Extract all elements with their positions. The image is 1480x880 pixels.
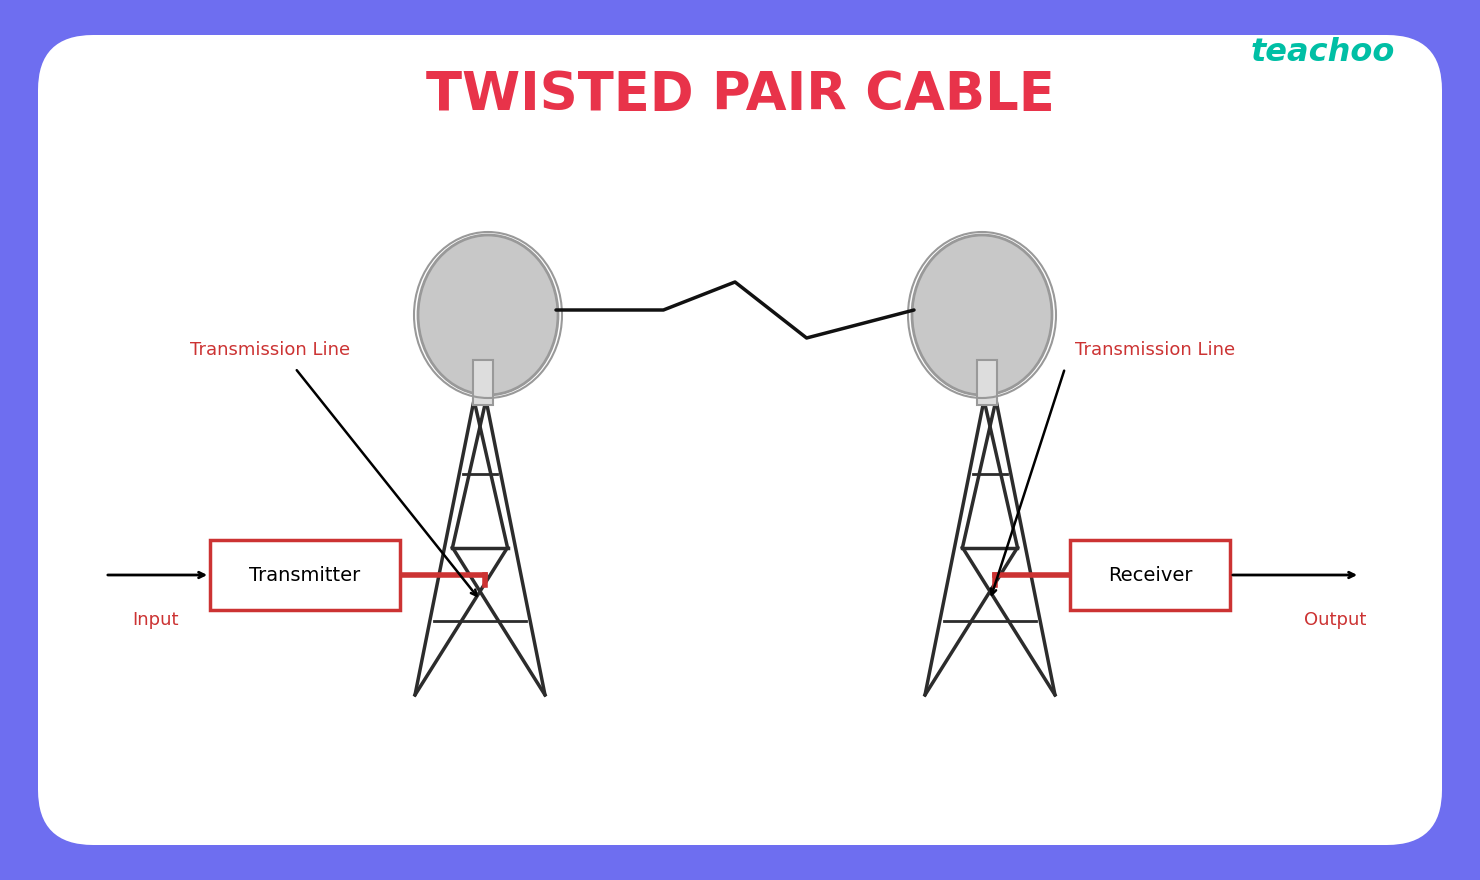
Ellipse shape xyxy=(912,235,1052,395)
Text: Transmitter: Transmitter xyxy=(249,566,361,584)
Text: Transmission Line: Transmission Line xyxy=(189,341,351,359)
Bar xyxy=(1070,540,1230,610)
FancyBboxPatch shape xyxy=(38,35,1442,845)
Text: teachoo: teachoo xyxy=(1251,36,1396,68)
Text: Receiver: Receiver xyxy=(1107,566,1193,584)
Text: Input: Input xyxy=(132,611,178,629)
Bar xyxy=(210,540,400,610)
Bar xyxy=(977,360,998,405)
Text: Output: Output xyxy=(1304,611,1366,629)
Bar xyxy=(474,360,493,405)
Text: TWISTED PAIR CABLE: TWISTED PAIR CABLE xyxy=(426,69,1054,121)
Ellipse shape xyxy=(417,235,558,395)
Text: Transmission Line: Transmission Line xyxy=(1074,341,1236,359)
